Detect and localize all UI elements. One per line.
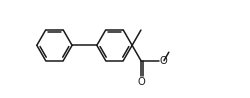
Text: O: O bbox=[136, 77, 144, 87]
Text: O: O bbox=[159, 56, 166, 66]
